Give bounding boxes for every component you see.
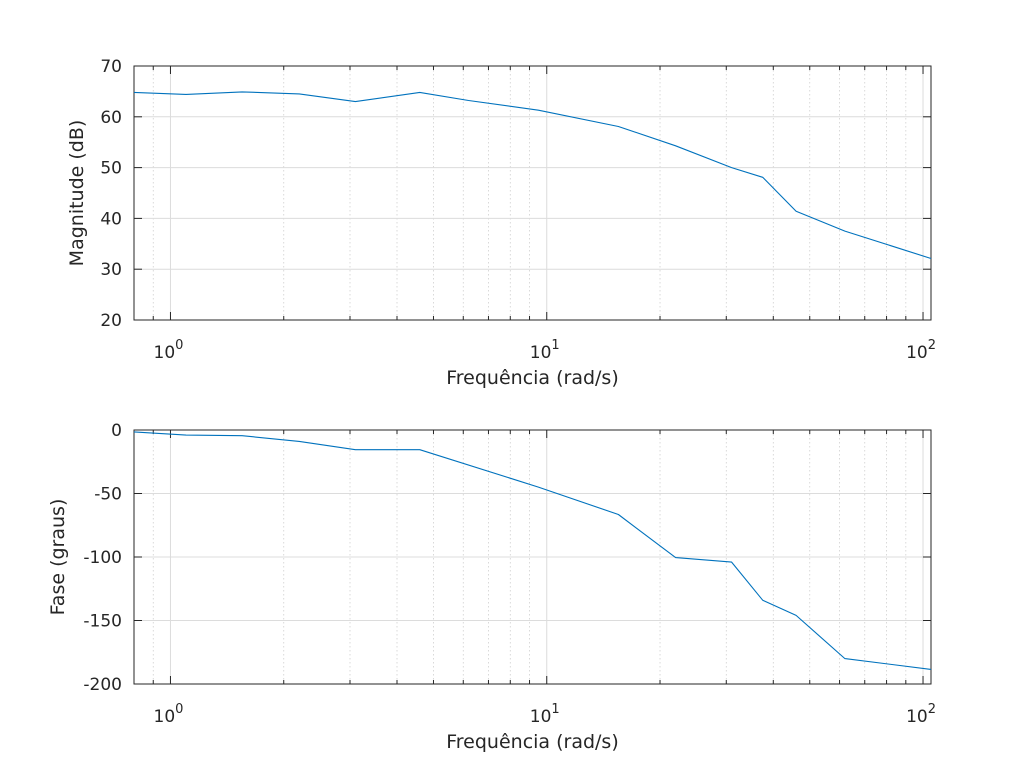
x-tick-label: 102 — [906, 338, 936, 363]
y-tick-label: -100 — [83, 548, 122, 568]
axes-frame — [133, 65, 932, 321]
y-tick-label: 60 — [100, 108, 122, 128]
x-axis-label: Frequência (rad/s) — [446, 731, 619, 753]
y-axis-label: Fase (graus) — [47, 499, 69, 616]
x-tick-base: 10 — [906, 707, 928, 727]
major-grid — [134, 429, 931, 685]
x-tick-base: 10 — [530, 343, 552, 363]
x-tick-label: 101 — [530, 338, 560, 363]
y-tick-label: 20 — [100, 311, 122, 331]
y-tick-label: 50 — [100, 159, 122, 179]
x-tick-label: 102 — [906, 702, 936, 727]
y-tick-label: 0 — [111, 421, 122, 441]
x-tick-exponent: 1 — [551, 338, 559, 353]
y-tick-label: 70 — [100, 57, 122, 77]
y-tick-label: 30 — [100, 260, 122, 280]
y-tick-label: 40 — [100, 209, 122, 229]
tick-marks — [134, 429, 931, 685]
y-tick-label: -200 — [83, 675, 122, 695]
y-tick-label: -150 — [83, 612, 122, 632]
x-tick-base: 10 — [154, 707, 176, 727]
x-tick-label: 100 — [154, 702, 184, 727]
series-line — [133, 91, 932, 260]
x-tick-exponent: 1 — [551, 702, 559, 717]
x-tick-label: 101 — [530, 702, 560, 727]
y-axis-label: Magnitude (dB) — [66, 120, 88, 267]
x-tick-exponent: 2 — [928, 702, 936, 717]
x-tick-label: 100 — [154, 338, 184, 363]
series-line — [133, 431, 932, 670]
x-tick-exponent: 0 — [175, 702, 183, 717]
x-tick-base: 10 — [154, 343, 176, 363]
x-tick-exponent: 2 — [928, 338, 936, 353]
major-grid — [134, 65, 931, 321]
x-tick-base: 10 — [906, 343, 928, 363]
x-tick-base: 10 — [530, 707, 552, 727]
x-tick-exponent: 0 — [175, 338, 183, 353]
minor-grid — [152, 66, 907, 320]
y-tick-label: -50 — [94, 485, 122, 505]
tick-marks — [134, 65, 931, 321]
x-axis-label: Frequência (rad/s) — [446, 367, 619, 389]
